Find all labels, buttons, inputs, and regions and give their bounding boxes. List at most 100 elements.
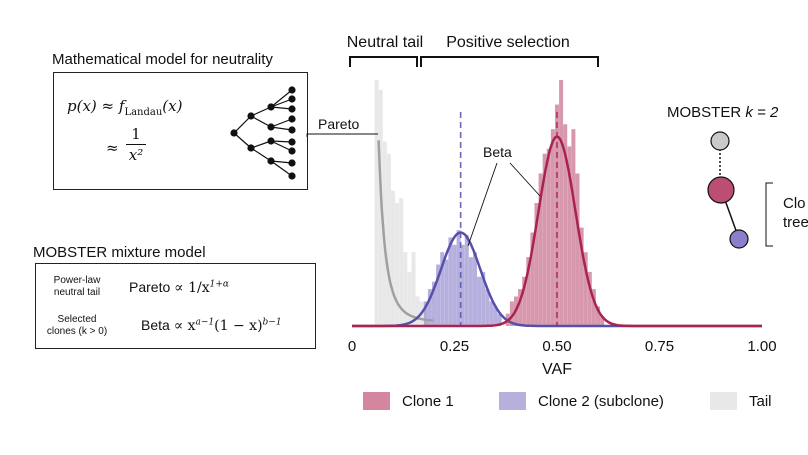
beta-row-formula: Beta ∝ xa−1(1 − x)b−1 xyxy=(141,317,282,334)
hist-bar-tail xyxy=(399,198,404,326)
formula-f: f xyxy=(118,97,125,115)
x-tick-label: 1.00 xyxy=(747,338,776,355)
mobster-title: MOBSTER k = 2 xyxy=(667,104,778,121)
x-axis-label: VAF xyxy=(542,361,572,378)
hist-bar-clone-1 xyxy=(538,173,543,326)
legend-clone1: Clone 1 xyxy=(363,391,454,411)
hist-bar-clone-2-subclone- xyxy=(440,252,445,326)
beta-callout-line-clone2 xyxy=(467,162,498,247)
beta-exp2: b−1 xyxy=(262,317,282,328)
x-tick-label: 0.50 xyxy=(542,338,571,355)
hist-bar-tail xyxy=(395,203,400,326)
hist-bar-clone-2-subclone- xyxy=(493,306,498,326)
hist-bar-clone-1 xyxy=(579,227,584,326)
hist-bar-clone-2-subclone- xyxy=(436,264,441,326)
formula-arg: (x) xyxy=(162,97,183,115)
phylogenetic-tree-icon xyxy=(230,86,296,180)
hist-bar-clone-1 xyxy=(546,148,551,326)
hist-bar-clone-2-subclone- xyxy=(489,301,494,326)
hist-bar-clone-2-subclone- xyxy=(427,289,432,326)
tree-node-clone1 xyxy=(707,176,735,204)
pareto-row-formula: Pareto ∝ 1/x1+α xyxy=(129,279,229,296)
x-tick-label: 0.25 xyxy=(440,338,469,355)
mobster-k: k = 2 xyxy=(745,104,779,121)
hist-bar-clone-1 xyxy=(583,252,588,326)
legend-clone2-swatch xyxy=(499,392,526,410)
hist-bar-tail xyxy=(374,80,379,326)
pareto-callout-label: Pareto xyxy=(318,116,359,132)
neutrality-title: Mathematical model for neutrality xyxy=(52,51,273,68)
fraction-bar xyxy=(126,144,146,145)
tree-node-clone2 xyxy=(729,229,749,249)
hist-bar-clone-1 xyxy=(509,301,514,326)
hist-bar-tail xyxy=(407,271,412,326)
hist-bar-clone-1 xyxy=(518,289,523,326)
hist-bar-clone-1 xyxy=(575,173,580,326)
beta-exp: a−1 xyxy=(195,317,215,328)
legend-clone2-label: Clone 2 (subclone) xyxy=(538,392,664,410)
fraction-denominator: x² xyxy=(128,146,144,164)
neutrality-model-box: p(x) ≈ fLandau(x) ≈ 1 x² xyxy=(53,72,308,190)
hist-bar-clone-2-subclone- xyxy=(452,244,457,326)
pareto-expr: ∝ 1/x xyxy=(174,280,210,296)
formula-line-1: p(x) ≈ fLandau(x) xyxy=(67,97,182,118)
hist-bar-clone-1 xyxy=(559,80,564,326)
neutral-tail-label: Neutral tail xyxy=(347,34,423,51)
pareto-row-label: Power-law neutral tail xyxy=(42,275,112,299)
hist-bar-tail xyxy=(403,252,408,326)
mobster-title-text: MOBSTER xyxy=(667,104,746,121)
hist-bar-clone-2-subclone- xyxy=(431,281,437,326)
legend-tail-label: Tail xyxy=(749,392,772,410)
mixture-model-box: Power-law neutral tail Pareto ∝ 1/x1+α S… xyxy=(35,263,316,349)
hist-bar-clone-1 xyxy=(526,257,531,326)
pareto-row-label-1: Power-law xyxy=(53,275,101,286)
legend-tail-swatch xyxy=(710,392,737,410)
hist-bar-clone-2-subclone- xyxy=(477,276,482,326)
legend-clone2: Clone 2 (subclone) xyxy=(499,391,664,411)
x-tick-label: 0.75 xyxy=(645,338,674,355)
tree-node-root xyxy=(710,131,730,151)
pareto-row-label-2: neutral tail xyxy=(53,287,101,298)
hist-bar-clone-2-subclone- xyxy=(423,301,428,326)
hist-bar-tail xyxy=(411,252,416,326)
hist-bar-clone-1 xyxy=(563,124,568,326)
legend-clone1-label: Clone 1 xyxy=(402,392,454,410)
hist-bar-clone-1 xyxy=(550,129,555,326)
legend-tail: Tail xyxy=(710,391,772,411)
hist-bar-clone-2-subclone- xyxy=(468,257,473,326)
formula-sub: Landau xyxy=(124,107,163,118)
positive-selection-label: Positive selection xyxy=(446,34,570,51)
beta-callout-label: Beta xyxy=(483,144,512,160)
hist-bar-clone-1 xyxy=(522,276,527,326)
hist-bar-clone-1 xyxy=(591,289,596,326)
positive-selection-bracket xyxy=(420,56,599,67)
hist-bar-clone-2-subclone- xyxy=(460,244,465,326)
beta-expr2: (1 − x) xyxy=(214,318,263,334)
pareto-name: Pareto xyxy=(129,279,171,295)
hist-bar-clone-1 xyxy=(542,153,547,326)
hist-bar-clone-1 xyxy=(571,129,576,326)
hist-bar-clone-2-subclone- xyxy=(464,234,469,326)
hist-bar-clone-2-subclone- xyxy=(456,230,461,326)
hist-bar-clone-2-subclone- xyxy=(481,271,486,326)
hist-bar-clone-1 xyxy=(587,271,592,326)
neutral-tail-bracket xyxy=(349,56,418,67)
clone-tree-diagram xyxy=(707,131,773,249)
hist-bar-clone-1 xyxy=(534,203,539,326)
beta-name: Beta xyxy=(141,317,170,333)
legend-clone1-swatch xyxy=(363,392,390,410)
hist-bar-tail xyxy=(415,296,420,326)
clone-tree-label-1: Clo xyxy=(783,195,806,212)
beta-row-label-2: clones (k > 0) xyxy=(46,326,108,337)
beta-expr: ∝ x xyxy=(173,318,196,334)
beta-row-label-1: Selected xyxy=(57,314,97,325)
hist-bar-clone-1 xyxy=(530,232,535,326)
hist-bar-clone-1 xyxy=(567,146,572,326)
hist-bar-tail xyxy=(390,190,396,326)
pareto-exp: 1+α xyxy=(209,279,229,290)
pareto-callout-line xyxy=(306,133,378,137)
fraction-numerator: 1 xyxy=(131,125,141,143)
hist-bar-clone-2-subclone- xyxy=(472,252,478,326)
hist-bar-clone-1 xyxy=(595,306,601,326)
